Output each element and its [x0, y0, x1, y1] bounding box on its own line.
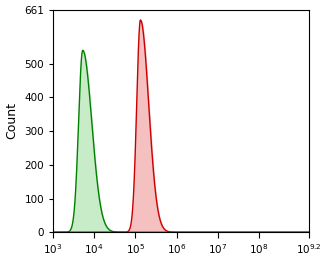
Y-axis label: Count: Count — [6, 102, 19, 139]
